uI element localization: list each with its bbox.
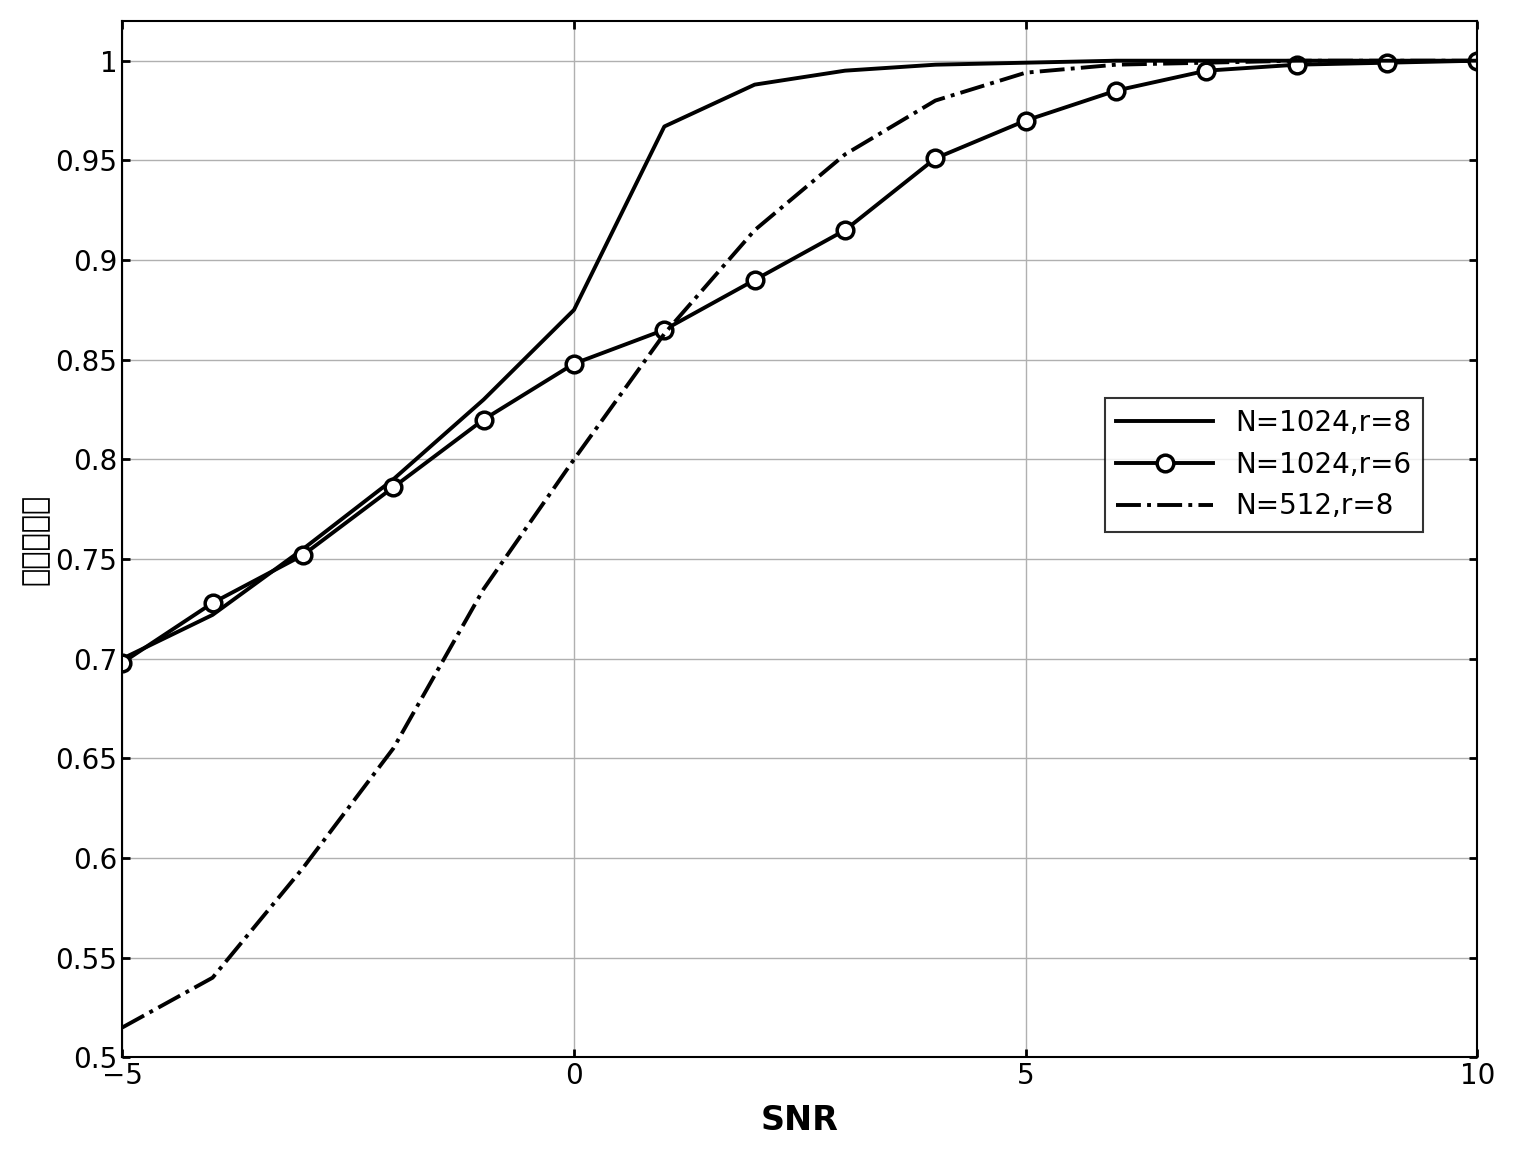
N=512,r=8 — [1469, 53, 1487, 67]
N=1024,r=6 — [203, 596, 221, 610]
N=1024,r=8 — [746, 78, 764, 91]
N=1024,r=8 — [926, 58, 944, 72]
Line: N=1024,r=6: N=1024,r=6 — [114, 52, 1486, 670]
N=1024,r=6 — [475, 412, 493, 426]
N=1024,r=6 — [1469, 53, 1487, 67]
N=1024,r=8 — [1107, 53, 1125, 67]
N=1024,r=6 — [114, 655, 132, 669]
N=512,r=8 — [835, 147, 854, 161]
N=1024,r=6 — [1378, 56, 1396, 69]
N=1024,r=6 — [384, 481, 402, 494]
N=1024,r=8 — [1198, 53, 1216, 67]
N=1024,r=6 — [926, 152, 944, 166]
N=1024,r=8 — [475, 393, 493, 406]
N=1024,r=6 — [1287, 58, 1305, 72]
N=1024,r=8 — [655, 119, 673, 133]
N=1024,r=8 — [114, 652, 132, 666]
N=1024,r=6 — [565, 357, 584, 371]
N=512,r=8 — [1017, 66, 1035, 80]
N=512,r=8 — [655, 327, 673, 340]
N=1024,r=8 — [835, 64, 854, 78]
N=1024,r=8 — [1469, 53, 1487, 67]
N=512,r=8 — [565, 453, 584, 467]
N=1024,r=8 — [294, 542, 312, 556]
X-axis label: SNR: SNR — [761, 1105, 838, 1137]
N=512,r=8 — [203, 970, 221, 984]
Line: N=512,r=8: N=512,r=8 — [123, 60, 1478, 1027]
N=1024,r=6 — [1198, 64, 1216, 78]
N=1024,r=6 — [655, 323, 673, 337]
Y-axis label: 识别正确率: 识别正确率 — [21, 493, 50, 585]
Legend: N=1024,r=8, N=1024,r=6, N=512,r=8: N=1024,r=8, N=1024,r=6, N=512,r=8 — [1105, 397, 1424, 532]
N=512,r=8 — [384, 741, 402, 755]
N=1024,r=8 — [1287, 53, 1305, 67]
N=512,r=8 — [1378, 53, 1396, 67]
N=1024,r=6 — [746, 273, 764, 287]
N=1024,r=6 — [294, 548, 312, 562]
N=1024,r=6 — [1107, 83, 1125, 97]
N=1024,r=8 — [203, 608, 221, 622]
N=512,r=8 — [114, 1020, 132, 1034]
Line: N=1024,r=8: N=1024,r=8 — [123, 60, 1478, 659]
N=1024,r=6 — [1017, 113, 1035, 127]
N=512,r=8 — [475, 582, 493, 596]
N=1024,r=8 — [1378, 53, 1396, 67]
N=1024,r=6 — [835, 223, 854, 237]
N=512,r=8 — [1107, 58, 1125, 72]
N=1024,r=8 — [384, 472, 402, 486]
N=1024,r=8 — [1017, 56, 1035, 69]
N=512,r=8 — [926, 94, 944, 108]
N=512,r=8 — [1287, 53, 1305, 67]
N=512,r=8 — [1198, 56, 1216, 69]
N=512,r=8 — [294, 862, 312, 875]
N=512,r=8 — [746, 223, 764, 237]
N=1024,r=8 — [565, 303, 584, 317]
